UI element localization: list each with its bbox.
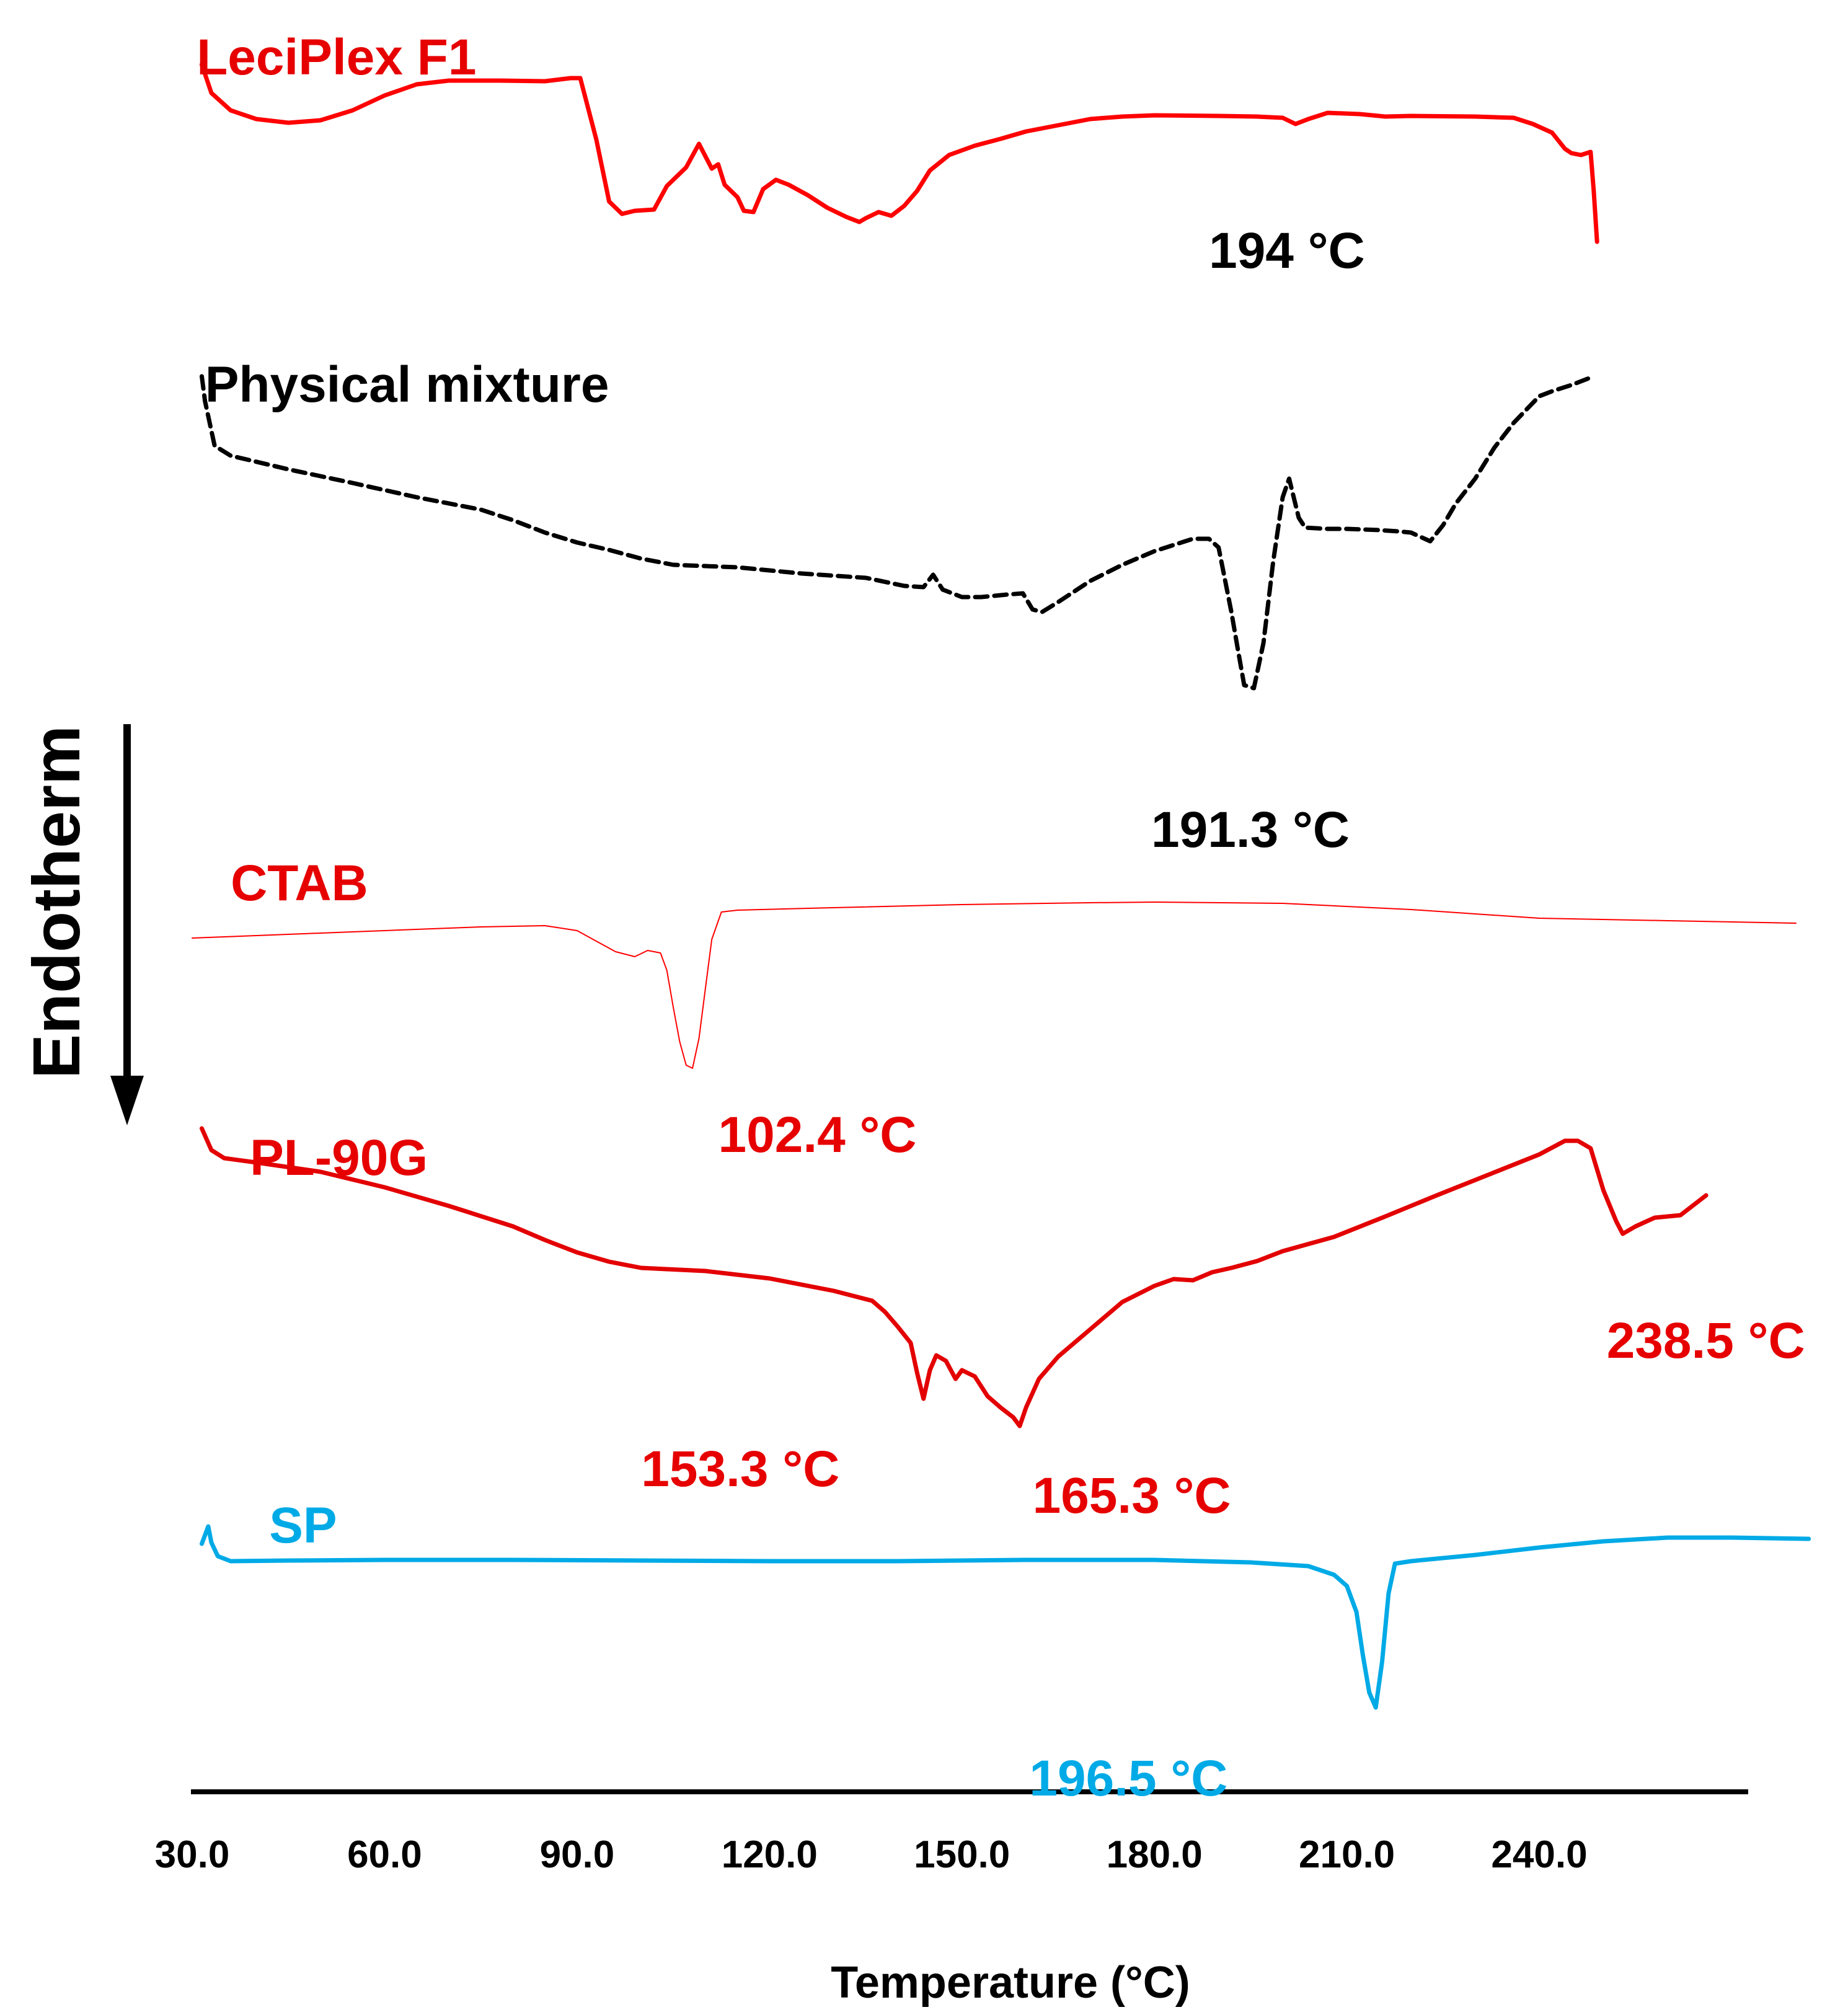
- series-layer: [192, 62, 1811, 1710]
- x-tick-label: 240.0: [1491, 1833, 1587, 1876]
- series-2-label: CTAB: [231, 855, 368, 911]
- peak-annotation: 191.3 °C: [1151, 802, 1350, 858]
- y-axis-label: Endotherm: [19, 725, 94, 1079]
- series-3: [200, 1126, 1709, 1428]
- x-axis-title: Temperature (°C): [831, 1958, 1190, 2008]
- series-0: [200, 62, 1599, 244]
- x-tick-label: 180.0: [1107, 1833, 1203, 1876]
- annotation-layer: LeciPlex F1 Physical mixture CTAB PL-90G SP 1…: [197, 29, 1805, 1807]
- peak-annotation: 196.5 °C: [1029, 1750, 1227, 1807]
- series-4-label: SP: [269, 1497, 337, 1554]
- series-0-label: LeciPlex F1: [197, 29, 476, 86]
- x-tick-label: 90.0: [540, 1833, 615, 1876]
- series-2: [192, 901, 1797, 1069]
- peak-annotation: 194 °C: [1209, 223, 1365, 279]
- peak-annotation: 238.5 °C: [1607, 1313, 1805, 1369]
- series-3-label: PL-90G: [250, 1130, 428, 1186]
- x-tick-label: 150.0: [914, 1833, 1010, 1876]
- series-4: [200, 1524, 1811, 1710]
- peak-annotation: 153.3 °C: [641, 1441, 839, 1497]
- series-1-label: Physical mixture: [205, 356, 609, 413]
- endotherm-indicator: Endotherm: [19, 724, 144, 1125]
- peak-annotation: 165.3 °C: [1033, 1468, 1231, 1524]
- endotherm-arrow-icon: [110, 1076, 144, 1125]
- peak-annotation: 102.4 °C: [718, 1107, 917, 1163]
- x-tick-labels: 30.0 60.0 90.0 120.0 150.0 180.0 210.0 240.0: [155, 1833, 1588, 1876]
- series-1: [200, 374, 1593, 691]
- x-tick-label: 30.0: [155, 1833, 230, 1876]
- x-tick-label: 120.0: [722, 1833, 818, 1876]
- x-tick-label: 60.0: [347, 1833, 422, 1876]
- x-tick-label: 210.0: [1299, 1833, 1395, 1876]
